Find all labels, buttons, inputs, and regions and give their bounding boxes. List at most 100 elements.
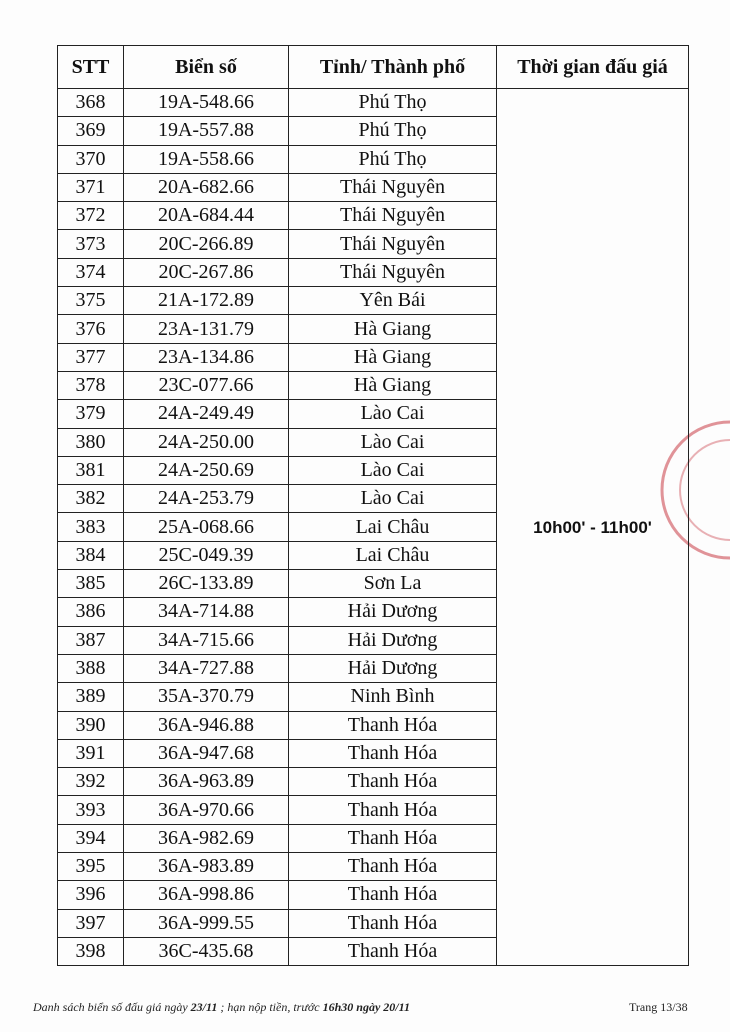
stt-cell: 380 bbox=[57, 427, 124, 457]
plate-cell: 36A-970.66 bbox=[123, 795, 289, 825]
header-plate: Biển số bbox=[123, 45, 289, 89]
province-cell: Hà Giang bbox=[288, 370, 497, 401]
page-number: Trang 13/38 bbox=[629, 1000, 688, 1014]
stt-cell: 374 bbox=[57, 257, 124, 288]
table-row: 375 21A-172.89 Yên Bái bbox=[57, 286, 689, 316]
stt-cell: 387 bbox=[57, 625, 124, 655]
stt-cell: 382 bbox=[57, 484, 124, 514]
table-row: 369 19A-557.88 Phú Thọ bbox=[57, 116, 689, 146]
stt-cell: 373 bbox=[57, 229, 124, 259]
stt-cell: 378 bbox=[57, 370, 124, 401]
stt-cell: 376 bbox=[57, 314, 124, 344]
table-row: 372 20A-684.44 Thái Nguyên bbox=[57, 201, 689, 231]
stt-cell: 379 bbox=[57, 399, 124, 429]
province-cell: Hải Dương bbox=[288, 597, 497, 627]
footer-text: Danh sách biển số đấu giá ngày bbox=[33, 1000, 191, 1014]
table-row: 377 23A-134.86 Hà Giang bbox=[57, 342, 689, 372]
province-cell: Hải Dương bbox=[288, 625, 497, 655]
stt-cell: 393 bbox=[57, 795, 124, 825]
table-row: 379 24A-249.49 Lào Cai bbox=[57, 399, 689, 429]
stt-cell: 371 bbox=[57, 172, 124, 203]
province-cell: Thanh Hóa bbox=[288, 767, 497, 797]
stt-cell: 395 bbox=[57, 852, 124, 882]
table-row: 383 25A-068.66 Lai Châu bbox=[57, 512, 689, 542]
plate-cell: 21A-172.89 bbox=[123, 286, 289, 316]
footer-date: 23/11 bbox=[190, 1000, 218, 1014]
plate-cell: 24A-253.79 bbox=[123, 484, 289, 514]
plate-cell: 34A-727.88 bbox=[123, 653, 289, 684]
plate-cell: 20A-684.44 bbox=[123, 201, 289, 231]
stt-cell: 394 bbox=[57, 823, 124, 854]
stt-cell: 369 bbox=[57, 116, 124, 146]
plate-cell: 20C-266.89 bbox=[123, 229, 289, 259]
stt-cell: 375 bbox=[57, 286, 124, 316]
plate-cell: 36A-946.88 bbox=[123, 710, 289, 740]
plate-cell: 35A-370.79 bbox=[123, 682, 289, 712]
table-row: 388 34A-727.88 Hải Dương bbox=[57, 653, 689, 684]
table-row: 389 35A-370.79 Ninh Bình bbox=[57, 682, 689, 712]
table-row: 382 24A-253.79 Lào Cai bbox=[57, 484, 689, 514]
table-row: 386 34A-714.88 Hải Dương bbox=[57, 597, 689, 627]
stt-cell: 391 bbox=[57, 738, 124, 769]
plate-cell: 36A-983.89 bbox=[123, 852, 289, 882]
stt-cell: 396 bbox=[57, 880, 124, 910]
table-row: 370 19A-558.66 Phú Thọ bbox=[57, 144, 689, 174]
footer-text-2: ; hạn nộp tiền, trước bbox=[217, 1000, 323, 1014]
stt-cell: 372 bbox=[57, 201, 124, 231]
plate-cell: 25A-068.66 bbox=[123, 512, 289, 542]
table-row: 390 36A-946.88 Thanh Hóa bbox=[57, 710, 689, 740]
table-row: 394 36A-982.69 Thanh Hóa bbox=[57, 823, 689, 854]
plate-cell: 36A-998.86 bbox=[123, 880, 289, 910]
province-cell: Thanh Hóa bbox=[288, 936, 497, 967]
plate-cell: 24A-250.00 bbox=[123, 427, 289, 457]
province-cell: Hà Giang bbox=[288, 342, 497, 372]
plate-cell: 24A-250.69 bbox=[123, 455, 289, 486]
stt-cell: 381 bbox=[57, 455, 124, 486]
province-cell: Thanh Hóa bbox=[288, 823, 497, 854]
table-row: 397 36A-999.55 Thanh Hóa bbox=[57, 908, 689, 938]
plate-cell: 36C-435.68 bbox=[123, 936, 289, 967]
stt-cell: 397 bbox=[57, 908, 124, 938]
header-auction-time: Thời gian đấu giá bbox=[496, 45, 689, 89]
plate-cell: 36A-982.69 bbox=[123, 823, 289, 854]
table-row: 387 34A-715.66 Hải Dương bbox=[57, 625, 689, 655]
province-cell: Lào Cai bbox=[288, 455, 497, 486]
province-cell: Lai Châu bbox=[288, 512, 497, 542]
plate-cell: 34A-715.66 bbox=[123, 625, 289, 655]
table-row: 392 36A-963.89 Thanh Hóa bbox=[57, 767, 689, 797]
auction-plate-table: STT Biển số Tỉnh/ Thành phố Thời gian đấ… bbox=[57, 45, 689, 967]
plate-cell: 34A-714.88 bbox=[123, 597, 289, 627]
plate-cell: 36A-947.68 bbox=[123, 738, 289, 769]
province-cell: Yên Bái bbox=[288, 286, 497, 316]
plate-cell: 19A-548.66 bbox=[123, 87, 289, 118]
province-cell: Thanh Hóa bbox=[288, 738, 497, 769]
header-stt: STT bbox=[57, 45, 124, 89]
stt-cell: 386 bbox=[57, 597, 124, 627]
stt-cell: 385 bbox=[57, 569, 124, 599]
stt-cell: 389 bbox=[57, 682, 124, 712]
stt-cell: 370 bbox=[57, 144, 124, 174]
table-row: 396 36A-998.86 Thanh Hóa bbox=[57, 880, 689, 910]
stt-cell: 388 bbox=[57, 653, 124, 684]
stt-cell: 383 bbox=[57, 512, 124, 542]
province-cell: Thanh Hóa bbox=[288, 880, 497, 910]
province-cell: Thanh Hóa bbox=[288, 710, 497, 740]
plate-cell: 26C-133.89 bbox=[123, 569, 289, 599]
stt-cell: 368 bbox=[57, 87, 124, 118]
table-row: 381 24A-250.69 Lào Cai bbox=[57, 455, 689, 486]
province-cell: Lào Cai bbox=[288, 399, 497, 429]
table-row: 384 25C-049.39 Lai Châu bbox=[57, 540, 689, 571]
stt-cell: 390 bbox=[57, 710, 124, 740]
province-cell: Phú Thọ bbox=[288, 87, 497, 118]
province-cell: Thái Nguyên bbox=[288, 257, 497, 288]
stt-cell: 377 bbox=[57, 342, 124, 372]
table-row: 374 20C-267.86 Thái Nguyên bbox=[57, 257, 689, 288]
province-cell: Ninh Bình bbox=[288, 682, 497, 712]
plate-cell: 25C-049.39 bbox=[123, 540, 289, 571]
province-cell: Sơn La bbox=[288, 569, 497, 599]
table-row: 391 36A-947.68 Thanh Hóa bbox=[57, 738, 689, 769]
stt-cell: 392 bbox=[57, 767, 124, 797]
province-cell: Lào Cai bbox=[288, 427, 497, 457]
stt-cell: 398 bbox=[57, 936, 124, 967]
plate-cell: 19A-557.88 bbox=[123, 116, 289, 146]
